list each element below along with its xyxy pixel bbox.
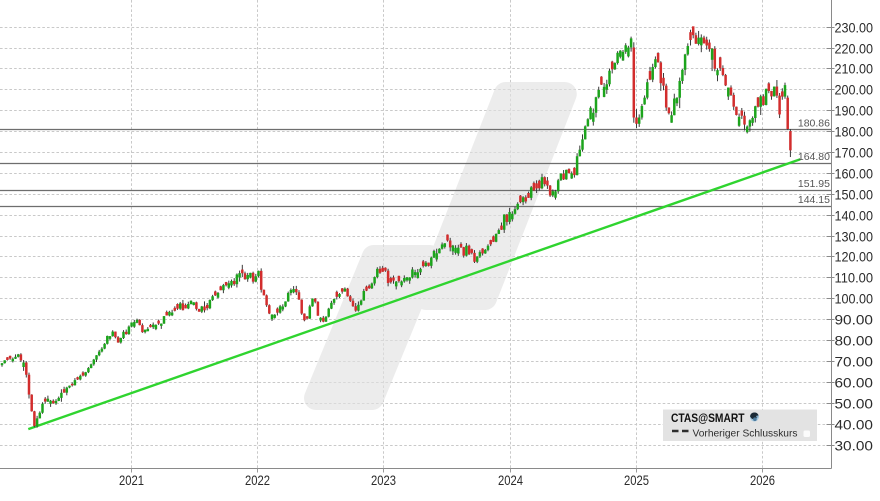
svg-text:120.00: 120.00 bbox=[835, 249, 874, 264]
svg-text:130.00: 130.00 bbox=[835, 229, 874, 244]
svg-text:160.00: 160.00 bbox=[835, 166, 874, 181]
svg-text:220.00: 220.00 bbox=[835, 41, 874, 56]
svg-text:2023: 2023 bbox=[371, 473, 396, 488]
svg-text:180.00: 180.00 bbox=[835, 124, 874, 139]
svg-text:151.95: 151.95 bbox=[798, 178, 830, 190]
svg-text:150.00: 150.00 bbox=[835, 187, 874, 202]
svg-text:100.00: 100.00 bbox=[835, 291, 874, 306]
svg-text:CTAS@SMART: CTAS@SMART bbox=[671, 412, 745, 425]
svg-text:60.00: 60.00 bbox=[835, 375, 874, 390]
svg-text:230.00: 230.00 bbox=[835, 20, 874, 35]
svg-text:50.00: 50.00 bbox=[835, 396, 874, 411]
svg-text:2026: 2026 bbox=[750, 473, 775, 488]
svg-text:210.00: 210.00 bbox=[835, 61, 874, 76]
svg-text:190.00: 190.00 bbox=[835, 103, 874, 118]
svg-text:2021: 2021 bbox=[119, 473, 144, 488]
svg-text:144.15: 144.15 bbox=[798, 194, 830, 206]
svg-text:90.00: 90.00 bbox=[835, 312, 874, 327]
svg-text:Vorheriger Schlusskurs: Vorheriger Schlusskurs bbox=[693, 429, 798, 440]
svg-text:2025: 2025 bbox=[624, 473, 649, 488]
svg-text:30.00: 30.00 bbox=[835, 438, 874, 453]
svg-text:70.00: 70.00 bbox=[835, 354, 874, 369]
svg-text:200.00: 200.00 bbox=[835, 82, 874, 97]
svg-text:40.00: 40.00 bbox=[835, 417, 874, 432]
svg-text:170.00: 170.00 bbox=[835, 145, 874, 160]
svg-text:164.80: 164.80 bbox=[798, 151, 830, 163]
svg-text:110.00: 110.00 bbox=[835, 270, 874, 285]
svg-text:2022: 2022 bbox=[245, 473, 270, 488]
svg-text:2024: 2024 bbox=[498, 473, 523, 488]
svg-text:140.00: 140.00 bbox=[835, 208, 874, 223]
svg-text:180.86: 180.86 bbox=[798, 118, 830, 130]
svg-text:80.00: 80.00 bbox=[835, 333, 874, 348]
